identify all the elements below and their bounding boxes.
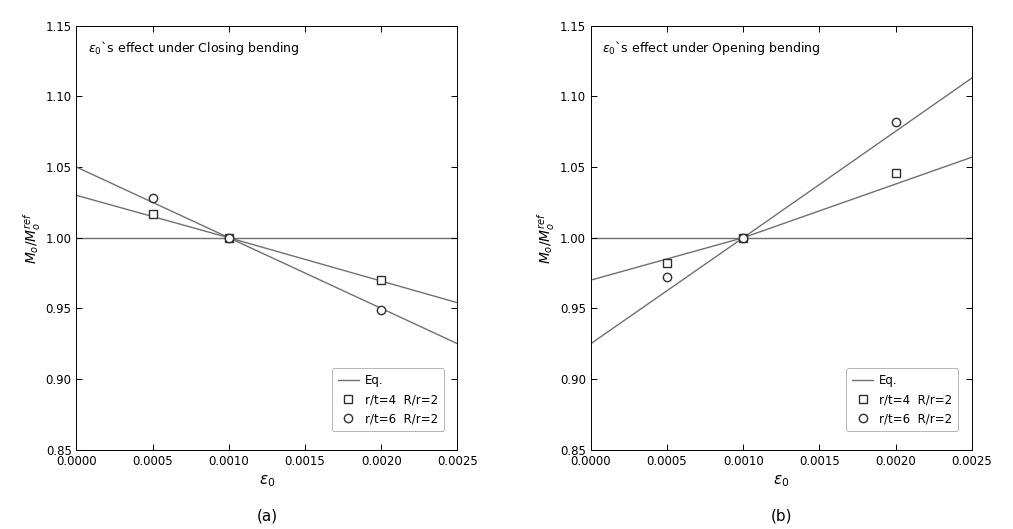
Legend: Eq., r/t=4  R/r=2, r/t=6  R/r=2: Eq., r/t=4 R/r=2, r/t=6 R/r=2 <box>846 368 958 431</box>
Y-axis label: $M_o/M_o^{ref}$: $M_o/M_o^{ref}$ <box>21 212 43 264</box>
Legend: Eq., r/t=4  R/r=2, r/t=6  R/r=2: Eq., r/t=4 R/r=2, r/t=6 R/r=2 <box>332 368 444 431</box>
X-axis label: $\varepsilon_0$: $\varepsilon_0$ <box>258 473 276 489</box>
Text: $\varepsilon_0$`s effect under Closing bending: $\varepsilon_0$`s effect under Closing b… <box>88 39 299 57</box>
Text: $\varepsilon_0$`s effect under Opening bending: $\varepsilon_0$`s effect under Opening b… <box>603 39 821 57</box>
Text: (a): (a) <box>256 509 278 524</box>
Text: (b): (b) <box>771 509 792 524</box>
X-axis label: $\varepsilon_0$: $\varepsilon_0$ <box>773 473 789 489</box>
Y-axis label: $M_o/M_o^{ref}$: $M_o/M_o^{ref}$ <box>535 212 557 264</box>
